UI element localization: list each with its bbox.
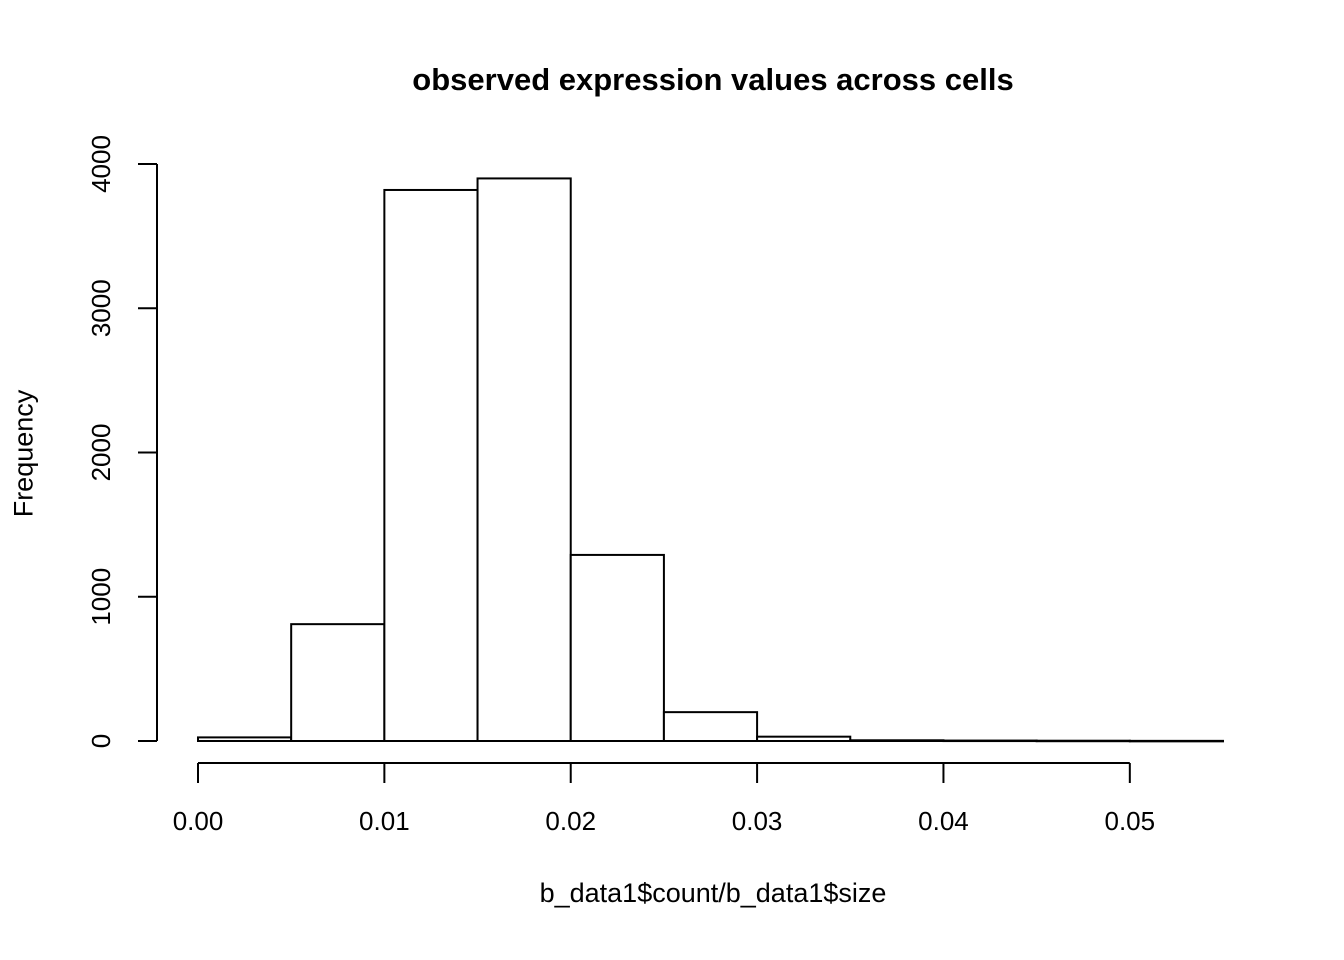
x-axis-tick-label: 0.00	[173, 806, 224, 836]
y-axis-tick-label: 1000	[86, 568, 116, 626]
x-axis-title: b_data1$count/b_data1$size	[539, 878, 887, 908]
x-axis-tick-label: 0.03	[732, 806, 783, 836]
histogram-bar	[197, 736, 293, 742]
histogram-bar	[662, 711, 759, 743]
y-axis-tick-label: 2000	[86, 424, 116, 482]
x-axis-tick-label: 0.05	[1105, 806, 1156, 836]
y-axis-tick-label: 4000	[86, 135, 116, 193]
histogram-bar	[383, 188, 479, 742]
y-axis-tick-label: 0	[86, 734, 116, 748]
histogram-bar	[569, 553, 665, 742]
histogram-bar	[476, 177, 572, 743]
y-axis-tick-label: 3000	[86, 279, 116, 337]
histogram-bar	[1035, 739, 1131, 743]
histogram-bar	[756, 735, 852, 742]
chart-title: observed expression values across cells	[412, 62, 1014, 97]
x-axis-tick-label: 0.02	[545, 806, 596, 836]
histogram-bar	[1128, 739, 1225, 743]
histogram-bar	[290, 623, 386, 742]
histogram-bar	[942, 739, 1038, 743]
histogram-bar	[849, 739, 945, 742]
x-axis-tick-label: 0.04	[918, 806, 969, 836]
x-axis-tick-label: 0.01	[359, 806, 410, 836]
